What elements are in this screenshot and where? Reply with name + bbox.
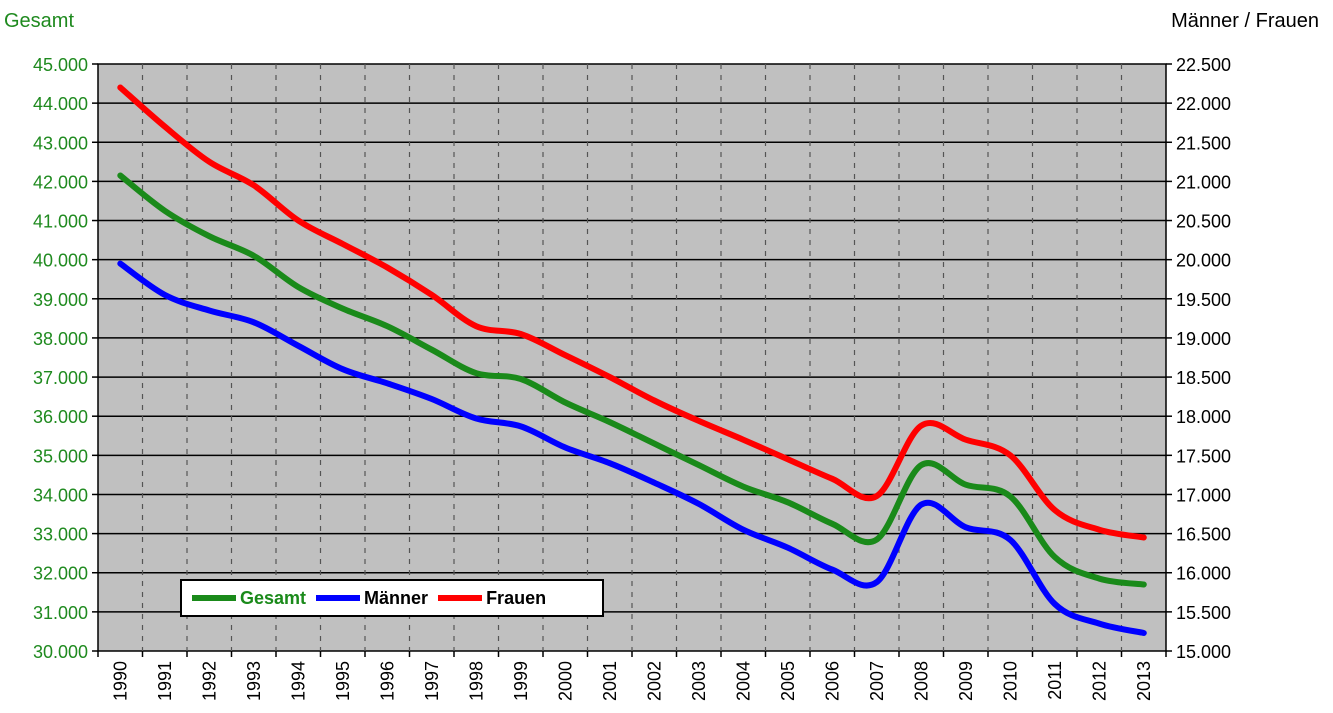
legend-item-gesamt: Gesamt bbox=[192, 588, 306, 609]
legend-item-frauen: Frauen bbox=[438, 588, 546, 609]
right-tick-label: 18.000 bbox=[1176, 407, 1231, 427]
left-tick-label: 35.000 bbox=[33, 446, 88, 466]
left-tick-label: 44.000 bbox=[33, 94, 88, 114]
x-tick-label: 1991 bbox=[155, 661, 175, 701]
series-line-gesamt bbox=[117, 172, 1147, 588]
left-tick-label: 34.000 bbox=[33, 485, 88, 505]
right-tick-label: 20.000 bbox=[1176, 251, 1231, 271]
x-tick-label: 1995 bbox=[333, 661, 353, 701]
series-line-mnner bbox=[117, 260, 1147, 636]
right-axis-title: Männer / Frauen bbox=[1171, 10, 1319, 32]
left-tick-label: 38.000 bbox=[33, 329, 88, 349]
right-tick-label: 17.500 bbox=[1176, 446, 1231, 466]
left-tick-label: 45.000 bbox=[33, 55, 88, 75]
x-tick-label: 1999 bbox=[511, 661, 531, 701]
x-tick-label: 1996 bbox=[377, 661, 397, 701]
right-tick-label: 18.500 bbox=[1176, 368, 1231, 388]
left-tick-label: 39.000 bbox=[33, 290, 88, 310]
left-tick-label: 33.000 bbox=[33, 525, 88, 545]
right-tick-label: 22.000 bbox=[1176, 94, 1231, 114]
legend-label-frauen: Frauen bbox=[486, 587, 547, 608]
x-tick-label: 2004 bbox=[733, 661, 753, 701]
x-tick-label: 2005 bbox=[778, 661, 798, 701]
left-tick-label: 36.000 bbox=[33, 407, 88, 427]
left-tick-label: 40.000 bbox=[33, 251, 88, 271]
legend-swatch-gesamt bbox=[192, 595, 236, 601]
x-tick-label: 1993 bbox=[244, 661, 264, 701]
x-tick-label: 1990 bbox=[110, 661, 130, 701]
x-tick-label: 1992 bbox=[199, 661, 219, 701]
legend-item-maenner: Männer bbox=[316, 588, 428, 609]
legend: Gesamt Männer Frauen bbox=[180, 579, 604, 617]
left-tick-label: 43.000 bbox=[33, 133, 88, 153]
x-tick-label: 2003 bbox=[689, 661, 709, 701]
left-tick-label: 31.000 bbox=[33, 603, 88, 623]
left-axis-title: Gesamt bbox=[4, 10, 75, 32]
right-tick-label: 22.500 bbox=[1176, 55, 1231, 75]
x-tick-label: 2009 bbox=[956, 661, 976, 701]
x-tick-label: 2013 bbox=[1134, 661, 1154, 701]
legend-label-gesamt: Gesamt bbox=[240, 587, 307, 608]
plot-area bbox=[97, 63, 1167, 652]
right-tick-label: 19.000 bbox=[1176, 329, 1231, 349]
x-tick-label: 2002 bbox=[644, 661, 664, 701]
right-tick-label: 16.000 bbox=[1176, 564, 1231, 584]
x-tick-label: 1997 bbox=[422, 661, 442, 701]
right-tick-label: 19.500 bbox=[1176, 290, 1231, 310]
right-tick-label: 15.500 bbox=[1176, 603, 1231, 623]
x-tick-label: 2007 bbox=[867, 661, 887, 701]
left-tick-label: 41.000 bbox=[33, 212, 88, 232]
legend-label-maenner: Männer bbox=[364, 587, 429, 608]
x-tick-label: 2006 bbox=[822, 661, 842, 701]
right-tick-label: 21.500 bbox=[1176, 133, 1231, 153]
right-tick-label: 20.500 bbox=[1176, 212, 1231, 232]
x-tick-label: 2001 bbox=[600, 661, 620, 701]
left-tick-label: 32.000 bbox=[33, 564, 88, 584]
x-tick-label: 2011 bbox=[1045, 661, 1065, 700]
x-tick-label: 1994 bbox=[288, 661, 308, 701]
x-tick-label: 1998 bbox=[466, 661, 486, 701]
left-tick-label: 30.000 bbox=[33, 642, 88, 662]
right-tick-label: 17.000 bbox=[1176, 485, 1231, 505]
x-tick-label: 2000 bbox=[555, 661, 575, 701]
x-tick-label: 2010 bbox=[1000, 661, 1020, 701]
legend-swatch-maenner bbox=[316, 595, 361, 601]
legend-swatch-frauen bbox=[438, 595, 483, 601]
x-tick-label: 2008 bbox=[911, 661, 931, 701]
right-tick-label: 16.500 bbox=[1176, 525, 1231, 545]
x-tick-label: 2012 bbox=[1089, 661, 1109, 701]
right-tick-label: 21.000 bbox=[1176, 172, 1231, 192]
left-tick-label: 37.000 bbox=[33, 368, 88, 388]
right-tick-label: 15.000 bbox=[1176, 642, 1231, 662]
left-tick-label: 42.000 bbox=[33, 172, 88, 192]
series-line-frauen bbox=[117, 84, 1147, 541]
